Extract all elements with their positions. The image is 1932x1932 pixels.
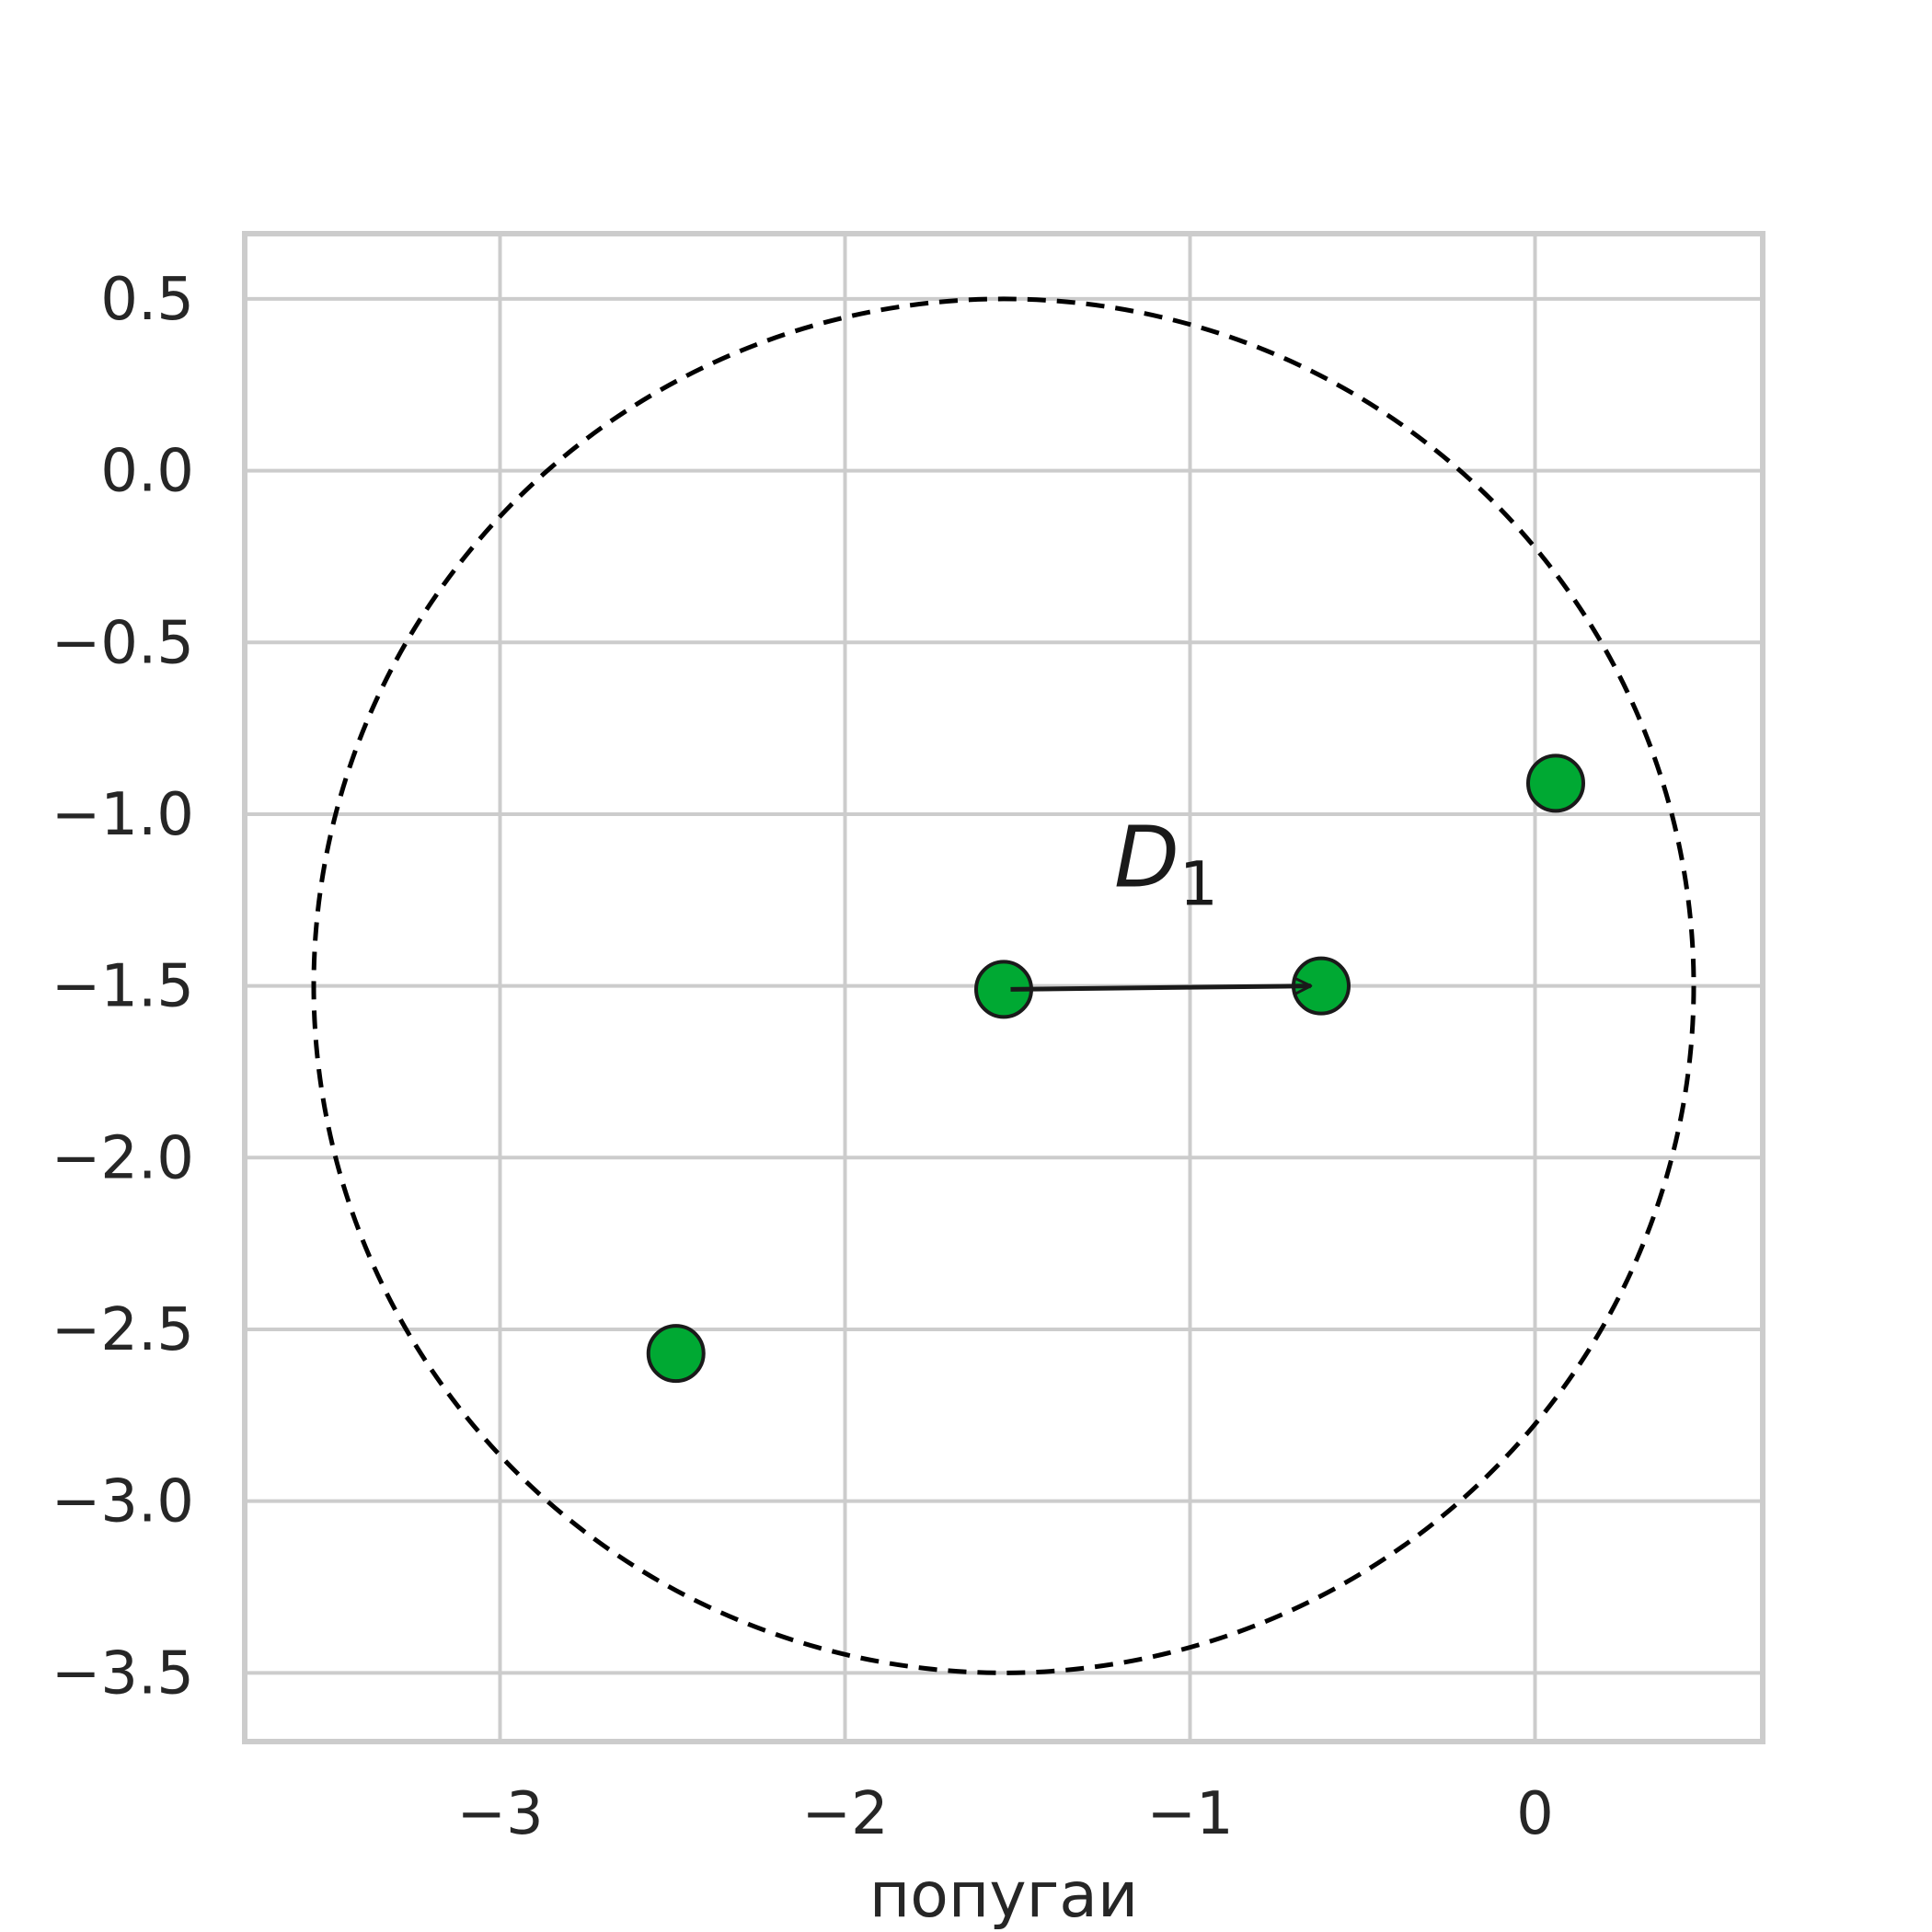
y-tick-label: −3.0 (52, 1468, 194, 1536)
data-point (1526, 753, 1585, 813)
y-tick-label: −2.5 (52, 1296, 194, 1364)
annotation-subscript: 1 (1179, 848, 1218, 919)
x-axis-label: попугаи (869, 1859, 1138, 1932)
arrow (1010, 977, 1313, 995)
y-tick-label: −1.0 (52, 781, 194, 849)
y-tick-label: 0.5 (100, 266, 194, 334)
x-tick-label: −3 (456, 1780, 543, 1848)
annotation-main: D (1114, 808, 1179, 906)
dashed-circle (311, 296, 1696, 1675)
y-tick-label: −2.0 (52, 1124, 194, 1192)
data-point (646, 1324, 706, 1384)
x-tick-label: −2 (801, 1780, 888, 1848)
circle-layer (311, 296, 1696, 1675)
y-tick-label: −3.5 (52, 1639, 194, 1708)
y-tick-label: −0.5 (52, 609, 194, 677)
x-tick-labels: −3 −2 −1 0 (456, 1780, 1554, 1848)
y-tick-label: −1.5 (52, 953, 194, 1021)
x-tick-label: 0 (1516, 1780, 1554, 1848)
plot-frame (242, 231, 1765, 1744)
arrow-layer (1010, 977, 1313, 995)
annotation-label: D1 (1114, 808, 1218, 919)
y-tick-label: 0.0 (100, 438, 194, 506)
points (646, 753, 1585, 1384)
frame-layer (242, 231, 1765, 1744)
y-tick-labels: 0.5 0.0 −0.5 −1.0 −1.5 −2.0 −2.5 −3.0 −3.5 (52, 266, 194, 1708)
annotation-layer: D1 (1114, 808, 1218, 919)
x-tick-label: −1 (1146, 1780, 1233, 1848)
